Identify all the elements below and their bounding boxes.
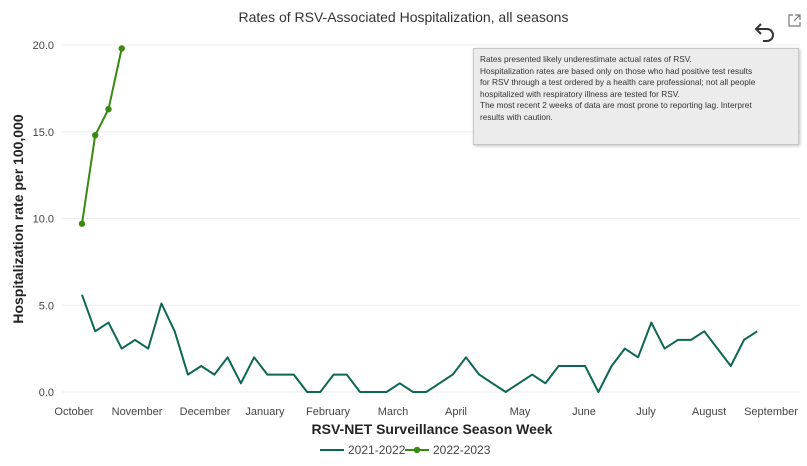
series-line-2021-2022[interactable] — [81, 294, 758, 393]
data-point[interactable] — [105, 105, 112, 113]
x-tick-label: September — [744, 406, 798, 418]
x-tick-label: November — [112, 406, 163, 418]
data-point[interactable] — [118, 45, 125, 52]
x-tick-label: October — [54, 406, 93, 418]
x-tick-label: July — [636, 406, 656, 418]
x-tick-label: April — [445, 406, 467, 418]
chart-title: Rates of RSV-Associated Hospitalization,… — [238, 9, 569, 25]
y-axis-ticks: 0.0 5.0 10.0 15.0 20.0 — [33, 40, 54, 399]
x-axis-title: RSV-NET Surveillance Season Week — [312, 421, 553, 437]
y-tick-label: 10.0 — [33, 214, 54, 226]
back-arrow-icon[interactable] — [751, 20, 777, 46]
x-tick-label: March — [378, 406, 409, 418]
gridlines — [62, 44, 800, 393]
x-tick-label: June — [572, 406, 596, 418]
caution-tooltip: Rates presented likely underestimate act… — [473, 48, 799, 145]
legend-label[interactable]: 2022-2023 — [433, 443, 491, 457]
data-point[interactable] — [92, 132, 99, 139]
focus-mode-icon[interactable] — [787, 13, 802, 28]
y-tick-label: 20.0 — [33, 40, 54, 52]
x-tick-label: December — [180, 406, 231, 418]
legend-marker — [413, 446, 421, 454]
series-lines — [78, 45, 758, 393]
y-axis-title: Hospitalization rate per 100,000 — [10, 114, 26, 324]
legend-label[interactable]: 2021-2022 — [348, 443, 406, 457]
x-tick-label: January — [245, 406, 285, 418]
tooltip-line: The most recent 2 weeks of data are most… — [480, 100, 752, 111]
x-tick-label: August — [692, 406, 726, 418]
tooltip-line: hospitalized with respiratory illness ar… — [480, 88, 680, 99]
x-axis-ticks: October November December January February Ma… — [54, 406, 798, 418]
y-tick-label: 5.0 — [39, 300, 54, 312]
y-tick-label: 0.0 — [39, 387, 54, 399]
tooltip-line: results with caution. — [480, 111, 553, 122]
legend: 2021-2022 2022-2023 — [320, 443, 491, 457]
tooltip-line: for RSV through a test ordered by a heal… — [480, 77, 756, 88]
tooltip-line: Rates presented likely underestimate act… — [480, 54, 692, 64]
data-point[interactable] — [78, 220, 86, 227]
tooltip-line: Hospitalization rates are based only on … — [480, 65, 753, 76]
x-tick-label: February — [306, 406, 351, 418]
series-line-2022-2023[interactable] — [81, 48, 123, 224]
y-tick-label: 15.0 — [33, 127, 54, 139]
x-tick-label: May — [510, 406, 531, 418]
